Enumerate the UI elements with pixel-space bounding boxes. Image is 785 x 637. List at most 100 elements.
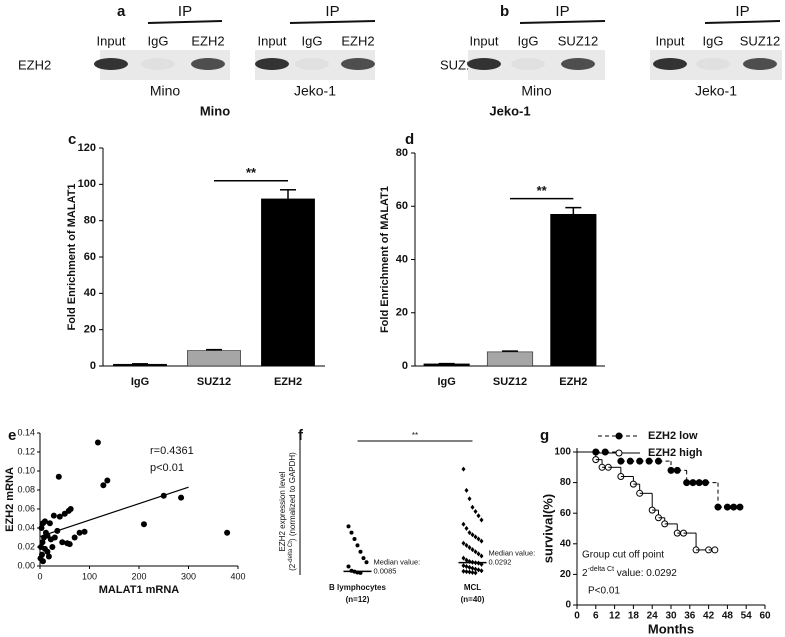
- data-point: [461, 568, 466, 574]
- ip-bar: [147, 20, 223, 24]
- y-tick-label: 40: [396, 253, 408, 265]
- scatter-point: [76, 529, 83, 536]
- y-tick-label: 0.04: [17, 522, 35, 532]
- x-tick-label: 12: [609, 611, 621, 622]
- data-point: [467, 496, 472, 502]
- data-point: [470, 569, 475, 575]
- cell-label: Jeko-1: [695, 83, 737, 99]
- annotation: P<0.01: [588, 586, 620, 597]
- scatter-point: [45, 553, 52, 560]
- chart-title: Jeko-1: [489, 103, 530, 118]
- x-tick-label: 100: [82, 571, 97, 581]
- x-tick-label: 24: [647, 611, 659, 622]
- y-tick-label: 0.06: [17, 503, 35, 513]
- x-tick-label: 0: [574, 611, 580, 622]
- data-point: [467, 530, 472, 536]
- bar: [261, 198, 315, 367]
- chart-title: Mino: [200, 103, 230, 118]
- data-point: [464, 557, 469, 563]
- y-axis-label: EZH2 expression level: [278, 471, 287, 551]
- scatter-point: [104, 477, 111, 484]
- scatter-point: [38, 525, 45, 531]
- blot-band: [255, 58, 289, 70]
- scatter-point: [100, 482, 107, 489]
- x-tick-label: 42: [703, 611, 715, 622]
- cell-label: Jeko-1: [294, 83, 336, 99]
- ip-label: IP: [555, 3, 569, 20]
- x-tick-label: EZH2: [274, 376, 302, 388]
- lane-label: Input: [470, 33, 499, 48]
- data-point: [470, 504, 475, 510]
- lane-label: IgG: [518, 33, 539, 48]
- annotation: Group cut off point: [582, 550, 664, 561]
- lane-label: Input: [97, 33, 126, 48]
- cell-label: Mino: [521, 83, 552, 99]
- data-point: [476, 551, 481, 557]
- median-value: 0.0292: [489, 558, 512, 567]
- ip-bar: [289, 20, 376, 24]
- blot-band: [653, 58, 687, 70]
- data-point: [473, 566, 478, 572]
- data-point: [470, 547, 475, 553]
- ip-label: IP: [325, 3, 339, 20]
- blot-band: [511, 58, 545, 70]
- data-point: [464, 542, 469, 548]
- scatter-point: [39, 558, 46, 565]
- annotation-sup: -delta Ct: [588, 566, 615, 573]
- data-point: [473, 570, 478, 576]
- data-point: [479, 553, 484, 559]
- data-point: [470, 565, 475, 571]
- significance-label: **: [412, 431, 418, 440]
- lane-label: EZH2: [341, 33, 374, 48]
- x-tick-label: 300: [181, 571, 196, 581]
- x-tick-label: 0: [37, 571, 42, 581]
- x-tick-label: 30: [665, 611, 677, 622]
- y-axis-label: Fold Enrichment of MALAT1: [379, 186, 391, 333]
- cell-label: Mino: [150, 83, 181, 99]
- y-tick-label: 0.08: [17, 484, 35, 494]
- x-tick-label: B lymphocytes: [329, 583, 386, 592]
- y-axis-label-sup: -delta Ct: [288, 541, 294, 564]
- x-tick-count: (n=40): [461, 595, 485, 604]
- panel-label: b: [500, 3, 509, 20]
- y-tick-label: 0.10: [17, 465, 35, 475]
- y-axis-label: Fold Enrichment of MALAT1: [66, 183, 78, 330]
- panel-label: e: [8, 427, 16, 444]
- scatter-point: [51, 534, 58, 541]
- x-axis-label: MALAT1 mRNA: [99, 584, 180, 596]
- data-point: [473, 534, 478, 540]
- y-tick-label: 80: [396, 147, 408, 159]
- x-tick-label: 60: [759, 611, 771, 622]
- km-marker: [615, 449, 623, 457]
- data-point: [461, 563, 466, 569]
- y-tick-label: 20: [84, 324, 96, 336]
- lane-label: SUZ12: [558, 33, 598, 48]
- y-tick-label: 0.14: [17, 427, 35, 437]
- scatter-point: [66, 541, 73, 548]
- y-tick-label: 60: [396, 200, 408, 212]
- ip-label: IP: [735, 3, 749, 20]
- data-point: [364, 560, 369, 565]
- y-axis-label: survival(%): [540, 494, 555, 563]
- y-tick-label: 0.00: [17, 560, 35, 570]
- panel-label: c: [68, 131, 76, 148]
- data-point: [346, 564, 351, 569]
- lane-label: SUZ12: [740, 33, 780, 48]
- median-value: 0.0085: [374, 566, 397, 575]
- km-marker: [711, 546, 719, 554]
- significance-label: **: [246, 165, 257, 180]
- km-marker: [615, 432, 623, 440]
- y-tick-label: 120: [78, 142, 96, 154]
- data-point: [352, 537, 357, 542]
- x-tick-label: 48: [722, 611, 734, 622]
- data-point: [464, 564, 469, 570]
- data-point: [464, 487, 469, 493]
- bar: [187, 350, 241, 367]
- data-point: [461, 555, 466, 561]
- bar: [486, 351, 534, 367]
- data-point: [461, 466, 466, 472]
- scatter-point: [61, 510, 68, 517]
- panel-label: f: [298, 427, 304, 444]
- blot-band: [743, 58, 777, 70]
- data-point: [476, 536, 481, 542]
